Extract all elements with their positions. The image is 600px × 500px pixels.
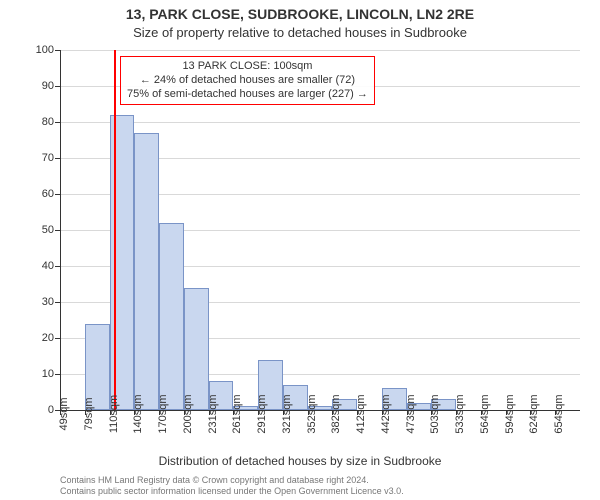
y-tick-label: 60 xyxy=(14,188,54,200)
y-tick-mark xyxy=(55,230,60,231)
histogram-bar xyxy=(159,223,184,410)
annotation-line1: 13 PARK CLOSE: 100sqm xyxy=(127,60,368,74)
page-subtitle: Size of property relative to detached ho… xyxy=(0,25,600,40)
histogram-bar xyxy=(110,115,135,410)
gridline xyxy=(60,50,580,51)
x-tick-label: 110sqm xyxy=(108,395,120,433)
x-tick-label: 473sqm xyxy=(405,394,417,433)
x-tick-label: 231sqm xyxy=(207,394,219,433)
x-tick-label: 503sqm xyxy=(429,394,441,433)
page-title: 13, PARK CLOSE, SUDBROOKE, LINCOLN, LN2 … xyxy=(0,6,600,22)
x-tick-label: 442sqm xyxy=(380,394,392,433)
x-tick-label: 170sqm xyxy=(157,394,169,433)
x-tick-label: 382sqm xyxy=(330,394,342,433)
y-tick-mark xyxy=(55,86,60,87)
attribution-footer: Contains HM Land Registry data © Crown c… xyxy=(60,475,404,496)
y-tick-label: 50 xyxy=(14,224,54,236)
histogram-bar xyxy=(184,288,209,410)
x-tick-label: 654sqm xyxy=(553,394,565,433)
property-marker-line xyxy=(114,50,116,410)
y-tick-mark xyxy=(55,266,60,267)
y-tick-label: 20 xyxy=(14,332,54,344)
y-tick-mark xyxy=(55,302,60,303)
x-tick-label: 412sqm xyxy=(355,394,367,433)
x-tick-label: 79sqm xyxy=(83,397,95,430)
y-tick-mark xyxy=(55,374,60,375)
annotation-line3: 75% of semi-detached houses are larger (… xyxy=(127,88,368,102)
x-tick-label: 564sqm xyxy=(479,394,491,433)
y-tick-label: 90 xyxy=(14,80,54,92)
x-axis-label: Distribution of detached houses by size … xyxy=(0,454,600,468)
y-tick-label: 10 xyxy=(14,368,54,380)
annotation-box: 13 PARK CLOSE: 100sqm ← 24% of detached … xyxy=(120,56,375,105)
x-tick-label: 261sqm xyxy=(231,394,243,433)
y-tick-label: 100 xyxy=(14,44,54,56)
y-tick-label: 30 xyxy=(14,296,54,308)
y-tick-mark xyxy=(55,158,60,159)
x-tick-label: 594sqm xyxy=(504,394,516,433)
x-tick-label: 352sqm xyxy=(306,394,318,433)
y-tick-label: 70 xyxy=(14,152,54,164)
footer-line2: Contains public sector information licen… xyxy=(60,486,404,496)
y-tick-label: 0 xyxy=(14,404,54,416)
x-tick-label: 533sqm xyxy=(454,394,466,433)
x-tick-label: 200sqm xyxy=(182,394,194,433)
x-tick-label: 291sqm xyxy=(256,394,268,433)
y-tick-mark xyxy=(55,338,60,339)
y-axis xyxy=(60,50,61,410)
footer-line1: Contains HM Land Registry data © Crown c… xyxy=(60,475,404,485)
annotation-line2: ← 24% of detached houses are smaller (72… xyxy=(127,74,368,88)
histogram-bar xyxy=(134,133,159,410)
x-tick-label: 624sqm xyxy=(528,394,540,433)
gridline xyxy=(60,122,580,123)
y-tick-label: 40 xyxy=(14,260,54,272)
x-tick-label: 140sqm xyxy=(132,394,144,433)
x-tick-label: 49sqm xyxy=(58,397,70,430)
chart-root: { "titles": { "line1": "13, PARK CLOSE, … xyxy=(0,0,600,500)
y-tick-mark xyxy=(55,194,60,195)
y-tick-mark xyxy=(55,122,60,123)
x-tick-label: 321sqm xyxy=(281,394,293,433)
y-tick-label: 80 xyxy=(14,116,54,128)
y-tick-mark xyxy=(55,50,60,51)
